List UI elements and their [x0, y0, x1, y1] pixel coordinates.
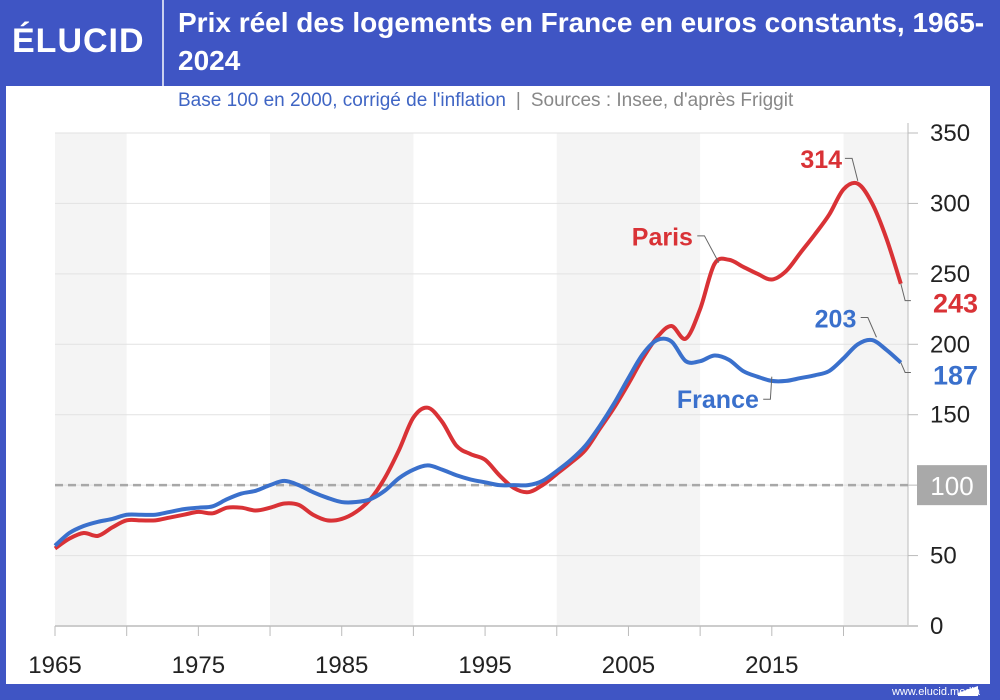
y-tick-label: 350 [930, 120, 970, 147]
y-tick-label: 50 [930, 543, 957, 570]
decade-band [270, 133, 414, 626]
chart-subtitle: Base 100 en 2000, corrigé de l'inflation… [178, 90, 793, 112]
chart-panel [6, 86, 990, 684]
y-tick-label: 300 [930, 190, 970, 217]
data-label-france-peak: 203 [815, 305, 857, 333]
x-tick-label: 2005 [602, 652, 655, 679]
header: ÉLUCID Prix réel des logements en France… [0, 0, 1000, 86]
subtitle-separator: | [515, 90, 521, 111]
x-tick-label: 1985 [315, 652, 368, 679]
x-tick-label: 1995 [458, 652, 511, 679]
y-tick-label: 250 [930, 261, 970, 288]
elucid-flag-icon [958, 686, 978, 696]
decade-band [55, 133, 127, 626]
y-tick-label: 0 [930, 613, 943, 640]
data-label-paris-last: 243 [933, 289, 978, 319]
data-label-paris-peak: 314 [800, 146, 842, 174]
leader-france [763, 376, 773, 400]
x-tick-label: 1975 [172, 652, 225, 679]
leader-paris [697, 235, 720, 263]
elucid-logo: ÉLUCID [12, 22, 145, 60]
baseline-badge [917, 465, 987, 506]
y-tick-label: 200 [930, 331, 970, 358]
leader-243 [900, 283, 911, 302]
chart-title: Prix réel des logements en France en eur… [178, 7, 985, 76]
leader-314 [844, 157, 859, 182]
series-line-france [53, 336, 903, 548]
x-tick-label: 2015 [745, 652, 798, 679]
leader-187 [900, 362, 911, 373]
x-tick-label: 1965 [28, 652, 81, 679]
subtitle-text: Base 100 en 2000, corrigé de l'inflation [178, 90, 506, 111]
sources-text: Sources : Insee, d'après Friggit [530, 90, 794, 111]
y-tick-label: 150 [930, 402, 970, 429]
data-label-france-last: 187 [933, 360, 978, 390]
baseline-label: 100 [930, 471, 973, 501]
series-line-paris [53, 180, 903, 551]
leader-203 [860, 317, 877, 338]
header-divider [162, 0, 164, 86]
series-label-france: France [677, 386, 759, 414]
footer-url: www.elucid.media [891, 686, 980, 698]
series-label-paris: Paris [632, 224, 693, 252]
